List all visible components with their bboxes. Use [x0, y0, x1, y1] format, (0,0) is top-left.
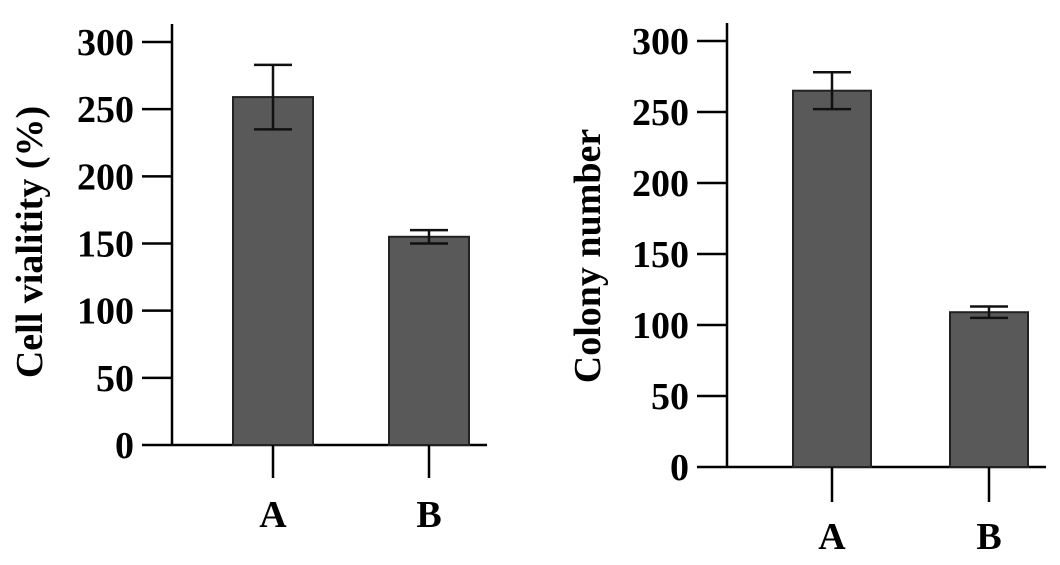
chart-panel-cell-viability: Cell vialitity (%) 0 50 100 150 200 250 300 A B: [9, 22, 487, 536]
y-tick-label: 100: [632, 305, 689, 347]
bar-a: [232, 96, 314, 447]
y-tick-label: 300: [632, 21, 689, 63]
y-tick-label: 100: [77, 291, 134, 333]
y-tick-label: 50: [96, 358, 134, 400]
y-tick-label: 0: [670, 447, 689, 489]
y-tick-label: 200: [77, 156, 134, 198]
y-tick-label: 200: [632, 163, 689, 205]
y-tick-label: 300: [77, 22, 134, 64]
x-category-label: A: [259, 494, 287, 536]
x-category-label: B: [976, 516, 1001, 558]
y-tick-label: 50: [651, 376, 689, 418]
x-category-label: B: [416, 494, 441, 536]
y-axis-title: Cell vialitity (%): [9, 106, 51, 378]
y-tick-label: 150: [632, 234, 689, 276]
y-tick-label: 250: [77, 89, 134, 131]
y-tick-label: 250: [632, 92, 689, 134]
y-tick-label: 150: [77, 224, 134, 266]
y-tick-label: 0: [115, 425, 134, 467]
chart-panel-colony-number: Colony number 0 50 100 150 200 250 300 A B: [567, 21, 1046, 558]
bar-b: [388, 235, 470, 446]
bar-a: [792, 89, 872, 468]
bar-b: [949, 311, 1029, 468]
x-category-label: A: [818, 516, 846, 558]
y-axis-title: Colony number: [567, 129, 609, 384]
